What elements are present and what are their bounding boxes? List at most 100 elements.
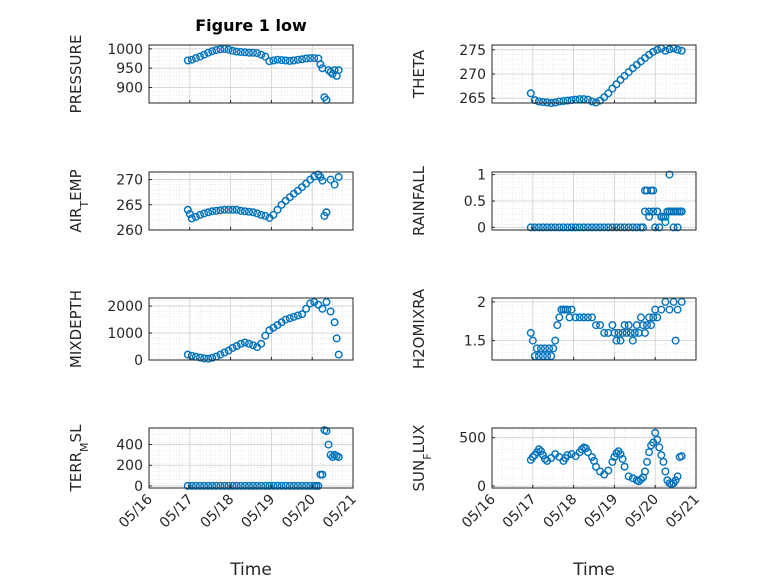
data-point: [645, 448, 654, 457]
data-point: [600, 223, 609, 232]
data-point: [661, 218, 670, 227]
data-point: [626, 328, 635, 337]
data-point: [575, 95, 584, 104]
data-point: [588, 97, 597, 106]
data-point: [616, 223, 625, 232]
data-point: [277, 200, 286, 209]
data-point: [567, 223, 576, 232]
data-point: [236, 48, 245, 57]
y-tick-label: 265: [116, 198, 143, 214]
data-point: [579, 95, 588, 104]
data-point: [183, 205, 192, 214]
data-point: [534, 223, 543, 232]
data-point: [647, 321, 656, 330]
data-point: [563, 96, 572, 105]
y-tick-label: 1.5: [464, 334, 486, 350]
data-point: [302, 179, 311, 188]
data-point: [614, 328, 623, 337]
data-point: [592, 321, 601, 330]
data-point: [318, 470, 327, 479]
x-tick-label: 05/21: [320, 492, 360, 532]
data-point: [204, 481, 213, 490]
data-point: [555, 223, 564, 232]
data-point: [240, 48, 249, 57]
data-point: [618, 455, 627, 464]
data-point: [216, 206, 225, 215]
data-point: [671, 476, 680, 485]
data-point: [273, 205, 282, 214]
subplot-sun_flux: 0 500 SUNFLUX 05/16 05/17 05/18 05/19 05/20 05/2…: [410, 425, 703, 532]
data-point: [236, 339, 245, 348]
data-point: [326, 68, 335, 77]
y-tick-label: 950: [116, 61, 143, 77]
data-point: [551, 336, 560, 345]
data-point: [528, 336, 537, 345]
data-point: [244, 339, 253, 348]
data-point: [332, 334, 341, 343]
data-point: [583, 313, 592, 322]
data-point: [257, 50, 266, 59]
data-point: [639, 321, 648, 330]
data-point: [220, 205, 229, 214]
data-point: [314, 300, 323, 309]
data-point: [651, 428, 660, 437]
data-point: [204, 48, 213, 57]
data-point: [604, 223, 613, 232]
data-series: [183, 44, 343, 104]
x-tick-label: 05/17: [157, 492, 197, 532]
data-point: [285, 56, 294, 65]
data-point: [532, 344, 541, 353]
data-point: [187, 351, 196, 360]
data-point: [575, 223, 584, 232]
data-point: [673, 45, 682, 54]
axes-box: [491, 297, 697, 361]
data-point: [583, 223, 592, 232]
data-point: [236, 481, 245, 490]
data-point: [592, 223, 601, 232]
y-tick-label: 265: [459, 91, 486, 107]
x-tick-label: 05/20: [279, 492, 319, 532]
data-point: [212, 206, 221, 215]
data-point: [269, 210, 278, 219]
data-point: [661, 297, 670, 306]
data-point: [539, 352, 548, 361]
data-point: [200, 354, 209, 363]
data-point: [659, 457, 668, 466]
data-point: [289, 481, 298, 490]
data-point: [212, 46, 221, 55]
data-point: [265, 481, 274, 490]
data-point: [563, 223, 572, 232]
data-point: [620, 223, 629, 232]
data-point: [645, 313, 654, 322]
data-point: [600, 328, 609, 337]
data-point: [248, 208, 257, 217]
data-point: [641, 328, 650, 337]
data-point: [204, 208, 213, 217]
data-point: [216, 481, 225, 490]
data-point: [220, 348, 229, 357]
data-point: [596, 223, 605, 232]
y-axis-label: TERRMSL: [67, 424, 91, 493]
data-point: [293, 481, 302, 490]
data-point: [240, 338, 249, 347]
data-point: [265, 57, 274, 66]
data-point: [328, 69, 337, 78]
data-point: [253, 209, 262, 218]
data-point: [326, 175, 335, 184]
y-axis-label: RAINFALL: [410, 165, 428, 236]
data-point: [314, 481, 323, 490]
data-point: [316, 60, 325, 69]
y-tick-label: 1: [477, 168, 486, 184]
data-point: [526, 328, 535, 337]
data-point: [285, 314, 294, 323]
data-point: [306, 299, 315, 308]
subplot-rainfall: 0 0.5 1 RAINFALL: [410, 165, 697, 236]
data-point: [636, 313, 645, 322]
data-point: [285, 481, 294, 490]
figure-title: Figure 1 low: [195, 16, 307, 35]
data-point: [592, 462, 601, 471]
y-tick-label: 0.5: [464, 194, 486, 210]
data-point: [612, 223, 621, 232]
data-point: [244, 48, 253, 57]
